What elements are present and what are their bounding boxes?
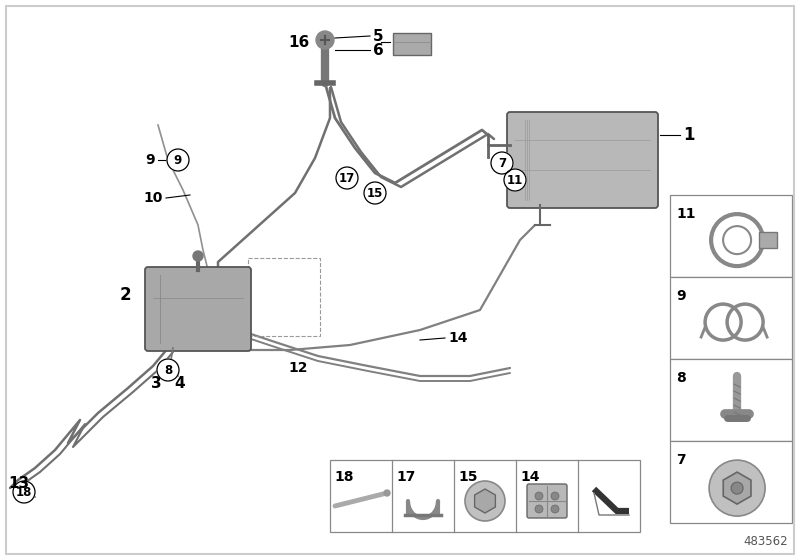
- Text: 1: 1: [683, 126, 694, 144]
- Circle shape: [13, 481, 35, 503]
- Text: 17: 17: [339, 171, 355, 184]
- Polygon shape: [474, 489, 495, 513]
- Circle shape: [535, 492, 543, 500]
- Text: 11: 11: [507, 174, 523, 186]
- Text: 2: 2: [120, 286, 132, 304]
- Text: 8: 8: [164, 363, 172, 376]
- Circle shape: [491, 152, 513, 174]
- FancyBboxPatch shape: [507, 112, 658, 208]
- FancyBboxPatch shape: [527, 484, 567, 518]
- Text: 15: 15: [458, 470, 478, 484]
- Text: 4: 4: [174, 376, 186, 391]
- Text: 16: 16: [289, 35, 310, 49]
- Circle shape: [364, 182, 386, 204]
- Text: 12: 12: [288, 361, 308, 375]
- Circle shape: [465, 481, 505, 521]
- Text: 5: 5: [373, 29, 384, 44]
- Circle shape: [551, 492, 559, 500]
- Circle shape: [336, 167, 358, 189]
- Circle shape: [504, 169, 526, 191]
- Text: 7: 7: [498, 156, 506, 170]
- Text: 18: 18: [334, 470, 354, 484]
- Text: 15: 15: [367, 186, 383, 199]
- Bar: [330, 460, 640, 532]
- Circle shape: [535, 505, 543, 513]
- Text: 7: 7: [676, 453, 686, 467]
- Bar: [670, 441, 792, 523]
- Bar: [670, 277, 792, 359]
- Bar: [670, 359, 792, 441]
- Text: 10: 10: [144, 191, 163, 205]
- Bar: [670, 195, 792, 277]
- Bar: [759, 232, 777, 248]
- Circle shape: [316, 31, 334, 49]
- Circle shape: [709, 460, 765, 516]
- Text: 18: 18: [16, 486, 32, 498]
- Circle shape: [157, 359, 179, 381]
- Text: 483562: 483562: [743, 535, 788, 548]
- Text: 17: 17: [396, 470, 415, 484]
- Text: 13: 13: [8, 477, 29, 492]
- Circle shape: [731, 482, 743, 494]
- Text: 11: 11: [676, 207, 695, 221]
- Circle shape: [384, 490, 390, 496]
- Circle shape: [167, 149, 189, 171]
- Text: 6: 6: [373, 43, 384, 58]
- Text: 14: 14: [520, 470, 539, 484]
- Text: 9: 9: [174, 153, 182, 166]
- FancyBboxPatch shape: [145, 267, 251, 351]
- Text: 8: 8: [676, 371, 686, 385]
- Bar: [248, 258, 320, 336]
- Circle shape: [193, 251, 203, 261]
- Text: 14: 14: [448, 331, 467, 345]
- Bar: [393, 33, 431, 55]
- Circle shape: [551, 505, 559, 513]
- Text: 9: 9: [146, 153, 155, 167]
- Polygon shape: [723, 472, 751, 504]
- Text: 3: 3: [150, 376, 162, 391]
- Text: 9: 9: [676, 289, 686, 303]
